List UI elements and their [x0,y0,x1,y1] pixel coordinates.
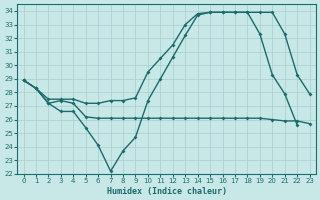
X-axis label: Humidex (Indice chaleur): Humidex (Indice chaleur) [107,187,227,196]
